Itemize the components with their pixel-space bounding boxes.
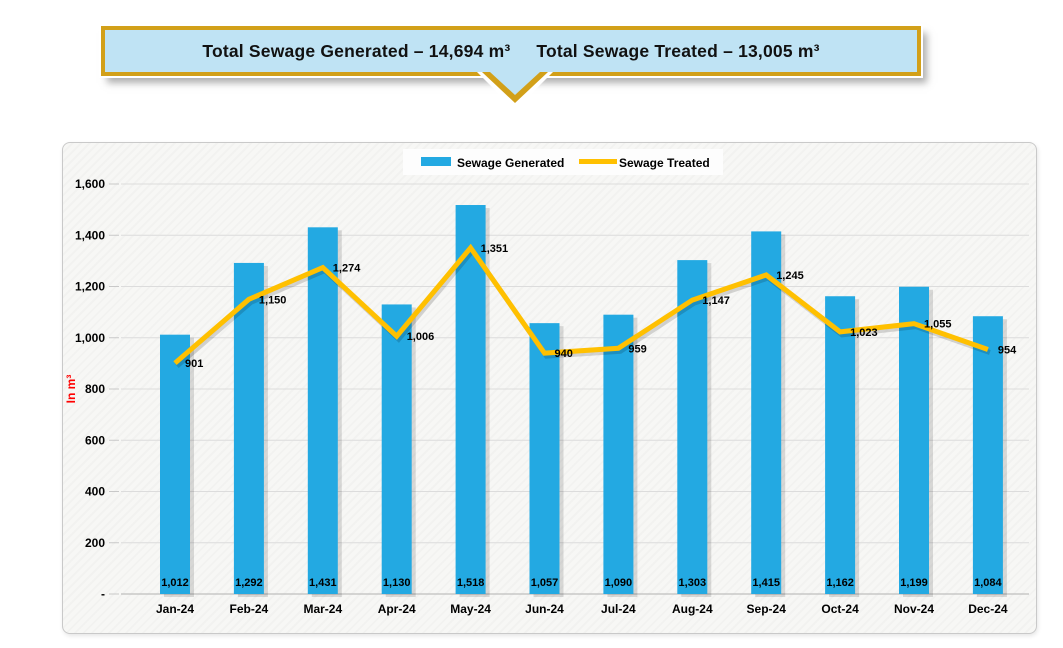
y-tick-label: - <box>101 587 105 601</box>
month-label: Oct-24 <box>821 602 859 616</box>
sewage-chart: - 200 400 600 800 1,000 1,200 1,400 1,600 In m³ 1,… <box>64 149 1029 616</box>
bar-value-label: 1,518 <box>457 577 485 589</box>
bar-value-label: 1,199 <box>900 577 928 589</box>
bar-value-label: 1,431 <box>309 577 337 589</box>
bar-nov-24 <box>899 286 929 594</box>
line-value-label: 1,150 <box>259 294 287 306</box>
bar-may-24 <box>455 205 486 594</box>
legend-background <box>403 149 723 175</box>
line-value-label: 1,023 <box>850 327 878 339</box>
bar-oct-24 <box>825 296 856 594</box>
y-tick-label: 1,600 <box>75 177 105 191</box>
bar-value-label: 1,130 <box>383 577 411 589</box>
month-label: Nov-24 <box>894 602 934 616</box>
bar-mar-24 <box>307 227 338 594</box>
bar-value-label: 1,090 <box>605 577 633 589</box>
month-label: Jan-24 <box>156 602 194 616</box>
month-label: Jun-24 <box>525 602 564 616</box>
line-value-label: 1,351 <box>481 243 509 255</box>
y-axis-title: In m³ <box>64 375 78 404</box>
y-tick-label: 200 <box>85 536 105 550</box>
bar-value-label: 1,084 <box>974 577 1002 589</box>
line-value-label: 954 <box>998 345 1017 357</box>
total-treated-text: Total Sewage Treated – 13,005 m³ <box>536 40 820 61</box>
line-value-label: 959 <box>628 343 646 355</box>
total-generated-text: Total Sewage Generated – 14,694 m³ <box>202 40 511 61</box>
treated-line <box>173 243 989 366</box>
y-tick-label: 1,400 <box>75 228 105 242</box>
line-value-label: 940 <box>555 348 573 360</box>
legend-treated-label: Sewage Treated <box>619 156 710 170</box>
month-label: May-24 <box>450 602 491 616</box>
bar-value-label: 1,303 <box>679 577 707 589</box>
bar-jun-24 <box>529 323 560 594</box>
line-value-label: 1,006 <box>407 331 435 343</box>
y-tick-label: 400 <box>85 485 105 499</box>
summary-banner: Total Sewage Generated – 14,694 m³ Total… <box>101 26 921 76</box>
month-label: Apr-24 <box>378 602 416 616</box>
bar-feb-24 <box>233 262 264 594</box>
month-label: Feb-24 <box>230 602 269 616</box>
bar-dec-24 <box>972 316 1003 594</box>
month-label: Mar-24 <box>303 602 342 616</box>
bar-value-label: 1,415 <box>752 577 780 589</box>
month-label: Dec-24 <box>968 602 1008 616</box>
y-tick-label: 1,200 <box>75 280 105 294</box>
bar-sep-24 <box>751 231 782 594</box>
bar-value-label: 1,162 <box>826 577 854 589</box>
bar-value-label: 1,057 <box>531 577 559 589</box>
bar-value-label: 1,292 <box>235 577 263 589</box>
legend-generated-label: Sewage Generated <box>457 156 564 170</box>
pointer-fill <box>490 72 540 95</box>
line-value-label: 1,147 <box>702 295 730 307</box>
bar-jul-24 <box>603 314 634 594</box>
line-value-label: 1,055 <box>924 319 952 331</box>
y-tick-label: 800 <box>85 382 105 396</box>
y-tick-label: 600 <box>85 433 105 447</box>
month-label: Sep-24 <box>747 602 787 616</box>
bar-jan-24 <box>160 334 190 594</box>
line-value-label: 1,245 <box>776 270 804 282</box>
chart-panel: - 200 400 600 800 1,000 1,200 1,400 1,600 In m³ 1,… <box>62 142 1037 634</box>
month-label: Aug-24 <box>672 602 713 616</box>
line-value-label: 1,274 <box>333 263 361 275</box>
bar-apr-24 <box>381 304 412 594</box>
y-tick-label: 1,000 <box>75 331 105 345</box>
banner-pointer-arrow <box>477 72 553 108</box>
bar-value-label: 1,012 <box>161 577 189 589</box>
bar-aug-24 <box>677 260 708 594</box>
treated-line-shadow <box>175 246 991 369</box>
month-label: Jul-24 <box>601 602 636 616</box>
line-value-label: 901 <box>185 358 203 370</box>
legend-generated-swatch <box>421 157 451 166</box>
